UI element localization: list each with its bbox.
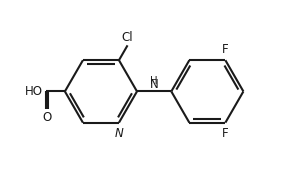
Text: N: N xyxy=(115,127,123,140)
Text: N: N xyxy=(150,78,159,91)
Text: H: H xyxy=(150,76,158,86)
Text: F: F xyxy=(222,43,229,56)
Text: Cl: Cl xyxy=(122,31,134,44)
Text: F: F xyxy=(222,127,229,140)
Text: O: O xyxy=(43,111,52,124)
Text: HO: HO xyxy=(25,85,43,98)
